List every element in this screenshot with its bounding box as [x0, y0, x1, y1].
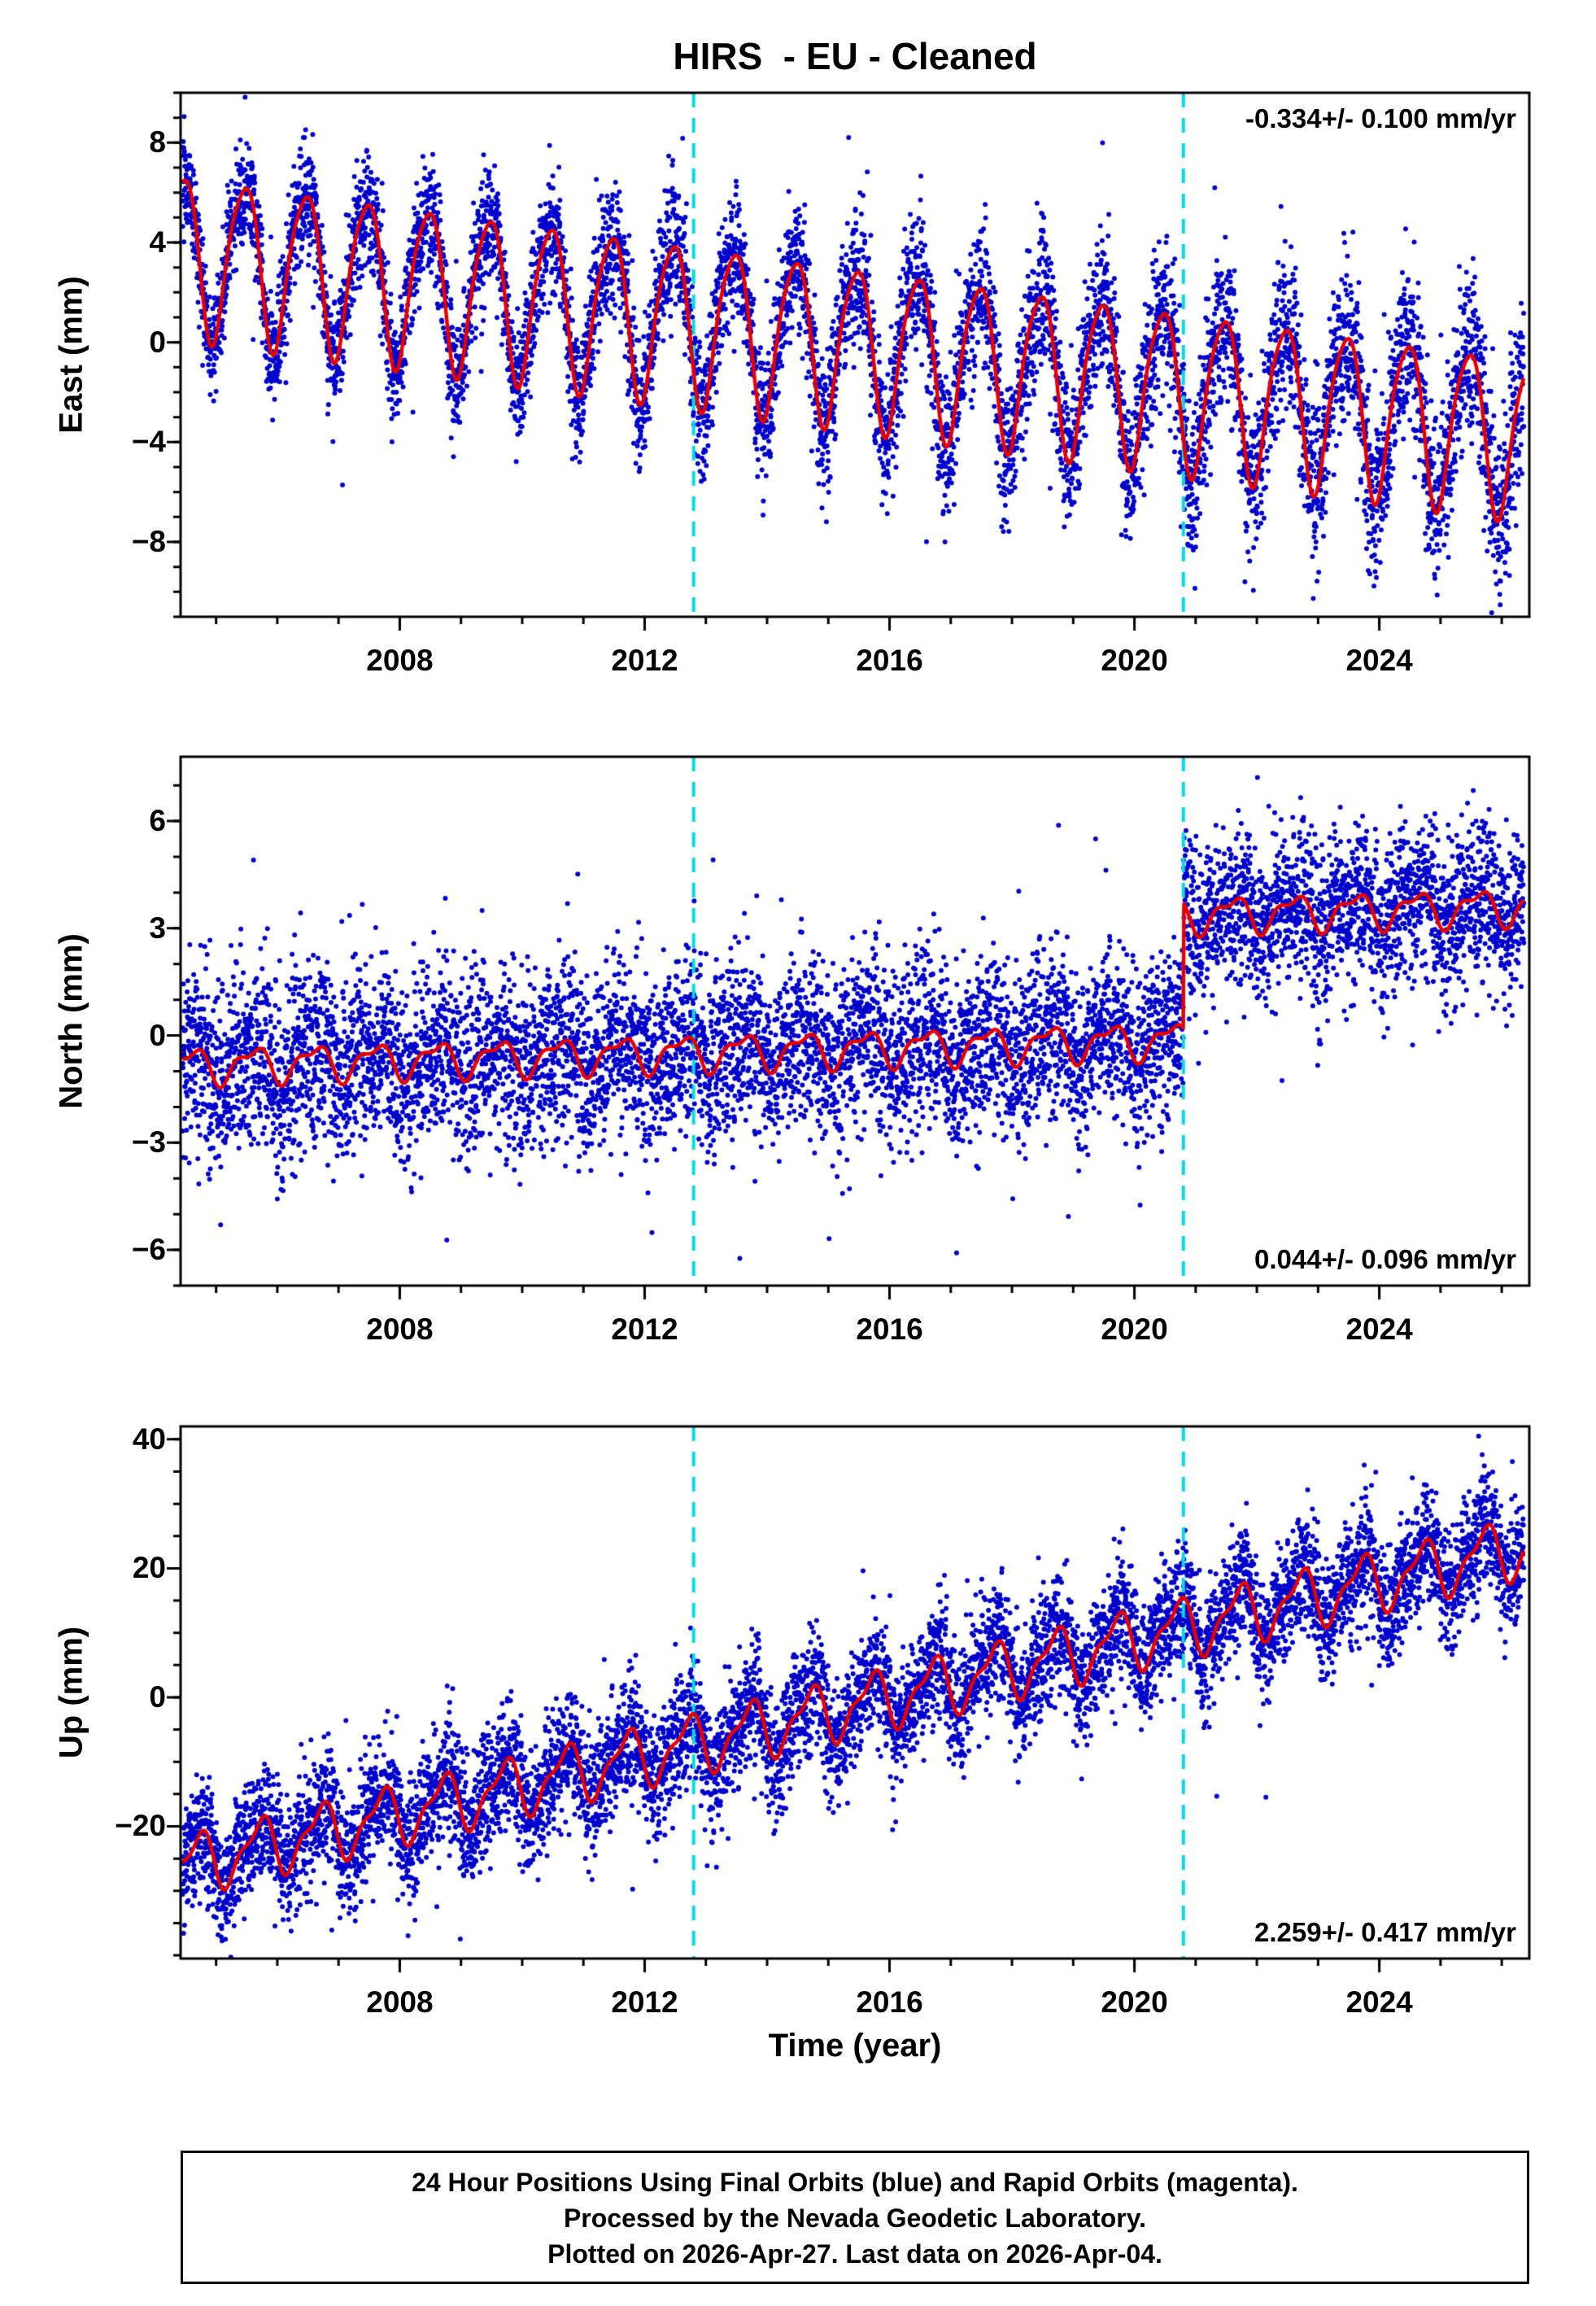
footer-line-processed-by: Processed by the Nevada Geodetic Laborat…	[563, 2203, 1147, 2233]
x-tick-label: 2020	[1101, 644, 1168, 677]
y-tick-label: −8	[131, 525, 166, 558]
x-tick-label: 2016	[856, 644, 923, 677]
x-tick-label: 2012	[611, 1312, 678, 1346]
y-tick-label: −20	[115, 1809, 166, 1843]
footer-line-orbits: 24 Hour Positions Using Final Orbits (bl…	[412, 2168, 1298, 2197]
rate-annotation-up: 2.259+/- 0.417 mm/yr	[1254, 1917, 1516, 1947]
x-tick-label: 2012	[611, 644, 678, 677]
y-axis-title-up: Up (mm)	[53, 1626, 89, 1759]
y-tick-label: 0	[149, 1679, 166, 1714]
x-tick-label: 2016	[856, 1985, 923, 2019]
x-tick-label: 2024	[1345, 1312, 1413, 1346]
y-tick-label: 4	[149, 225, 166, 259]
y-tick-label: 0	[149, 1018, 166, 1052]
y-tick-label: 8	[149, 125, 166, 159]
y-tick-label: −3	[131, 1125, 166, 1160]
footer-box: 24 Hour Positions Using Final Orbits (bl…	[181, 2151, 1529, 2284]
x-tick-label: 2020	[1101, 1312, 1168, 1346]
y-tick-label: −4	[131, 425, 166, 459]
y-axis-title-north: North (mm)	[53, 933, 89, 1109]
footer-line-plot-dates: Plotted on 2026-Apr-27. Last data on 202…	[547, 2239, 1162, 2269]
y-tick-label: 3	[149, 911, 166, 945]
y-tick-label: 40	[132, 1422, 166, 1456]
y-tick-label: 6	[149, 804, 166, 838]
y-tick-label: −6	[131, 1233, 166, 1267]
x-tick-label: 2024	[1345, 1985, 1413, 2019]
x-tick-label: 2008	[366, 644, 434, 677]
x-tick-label: 2020	[1101, 1985, 1168, 2019]
x-tick-label: 2016	[856, 1312, 923, 1346]
rate-annotation-north: 0.044+/- 0.096 mm/yr	[1254, 1244, 1516, 1274]
x-tick-label: 2024	[1345, 644, 1413, 677]
x-tick-label: 2008	[366, 1985, 434, 2019]
x-tick-label: 2008	[366, 1312, 434, 1346]
y-tick-label: 0	[149, 325, 166, 359]
y-tick-label: 20	[132, 1551, 166, 1585]
chart-title: HIRS - EU - Cleaned	[673, 35, 1037, 77]
x-tick-label: 2012	[611, 1985, 678, 2019]
rate-annotation-east: -0.334+/- 0.100 mm/yr	[1245, 103, 1516, 133]
x-axis-title: Time (year)	[768, 2028, 942, 2064]
y-axis-title-east: East (mm)	[53, 276, 89, 434]
